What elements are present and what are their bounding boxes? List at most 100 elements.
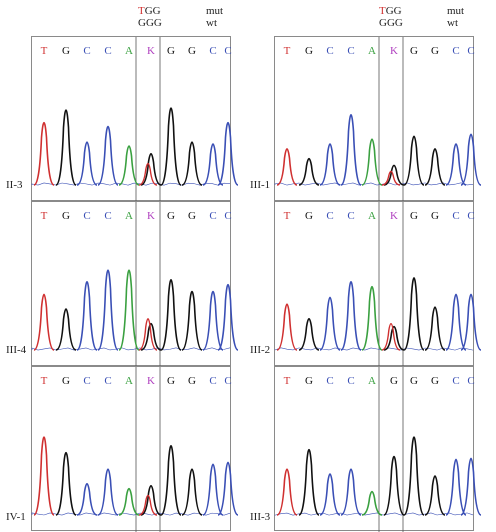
base-call-c: C (326, 375, 334, 387)
base-call-c: C (326, 45, 334, 57)
header-left-wt-label: wt (206, 17, 217, 29)
peak-g (55, 451, 77, 516)
base-call-k: K (390, 210, 398, 222)
base-call-a: A (368, 45, 376, 57)
base-call-a: A (368, 210, 376, 222)
header-right-mut-label: mut (447, 5, 465, 17)
base-call-g: G (62, 210, 70, 222)
base-call-g: G (390, 375, 398, 387)
peak-c (445, 458, 467, 516)
peak-a (118, 145, 140, 186)
trace-baseline (31, 182, 231, 186)
peak-c (97, 468, 119, 516)
peak-g (298, 317, 320, 351)
peak-c (217, 283, 239, 351)
base-call-c: C (467, 45, 475, 57)
base-call-c: C (347, 210, 355, 222)
trace-baseline (274, 182, 474, 186)
base-call-g: G (167, 210, 175, 222)
header-right-wt-seq: GGG (379, 17, 403, 29)
peak-g (424, 148, 446, 186)
peak-a (361, 490, 383, 516)
base-call-c: C (452, 210, 460, 222)
base-call-c: C (104, 375, 112, 387)
base-call-t: T (40, 375, 48, 387)
peak-g (160, 279, 182, 351)
peak-g (181, 141, 203, 186)
peak-g (181, 290, 203, 351)
peak-c (340, 468, 362, 516)
peak-c (97, 125, 119, 186)
header-left-mut-label: mut (206, 5, 224, 17)
sample-label: IV-1 (6, 511, 26, 523)
trace-baseline (274, 512, 474, 516)
base-call-c: C (83, 375, 91, 387)
base-call-c: C (224, 45, 232, 57)
base-call-c: C (452, 375, 460, 387)
base-call-c: C (452, 45, 460, 57)
sample-label: III-3 (250, 511, 271, 523)
peak-g (55, 109, 77, 186)
base-call-c: C (209, 210, 217, 222)
peak-c (445, 293, 467, 351)
base-call-g: G (305, 375, 313, 387)
base-call-c: C (83, 45, 91, 57)
sample-label: III-4 (6, 344, 27, 356)
peak-secondary (138, 494, 158, 516)
peak-secondary (138, 162, 158, 186)
peak-g (424, 475, 446, 516)
peak-c (76, 141, 98, 186)
peak-c (76, 482, 98, 516)
peak-secondary (381, 170, 401, 186)
base-call-c: C (83, 210, 91, 222)
peak-k (383, 325, 405, 351)
peak-c (319, 473, 341, 516)
base-call-t: T (40, 210, 48, 222)
peak-c (319, 296, 341, 351)
header-left-mut-seq: TGG (138, 5, 161, 17)
header-right-mut-seq: TGG (379, 5, 402, 17)
peak-k (383, 164, 405, 186)
base-call-g: G (188, 375, 196, 387)
peak-a (361, 285, 383, 351)
base-call-c: C (467, 210, 475, 222)
chromatogram-trace (274, 202, 482, 367)
chromatogram-trace (31, 37, 239, 202)
chromatogram-trace (31, 367, 239, 532)
peak-g (403, 135, 425, 186)
base-call-k: K (390, 45, 398, 57)
base-call-g: G (167, 375, 175, 387)
peak-c (202, 290, 224, 351)
base-call-a: A (125, 210, 133, 222)
peak-c (460, 293, 482, 351)
peak-g (298, 157, 320, 186)
peak-k (140, 152, 162, 186)
peak-c (202, 463, 224, 516)
base-call-g: G (305, 210, 313, 222)
base-call-k: K (147, 375, 155, 387)
base-call-g: G (410, 45, 418, 57)
peak-c (340, 114, 362, 186)
base-call-c: C (347, 375, 355, 387)
base-call-c: C (224, 210, 232, 222)
peak-a (118, 269, 140, 351)
peak-secondary (381, 322, 401, 351)
base-call-g: G (431, 375, 439, 387)
base-call-g: G (167, 45, 175, 57)
peak-g (403, 436, 425, 516)
peak-a (118, 487, 140, 516)
base-call-a: A (125, 45, 133, 57)
peak-g (424, 306, 446, 351)
peak-t (33, 121, 55, 186)
base-call-t: T (40, 45, 48, 57)
peak-c (445, 143, 467, 186)
peak-c (97, 269, 119, 351)
peak-c (340, 281, 362, 351)
peak-t (276, 148, 298, 186)
base-call-c: C (209, 375, 217, 387)
peak-t (276, 303, 298, 351)
peak-t (276, 468, 298, 516)
peak-c (217, 461, 239, 516)
